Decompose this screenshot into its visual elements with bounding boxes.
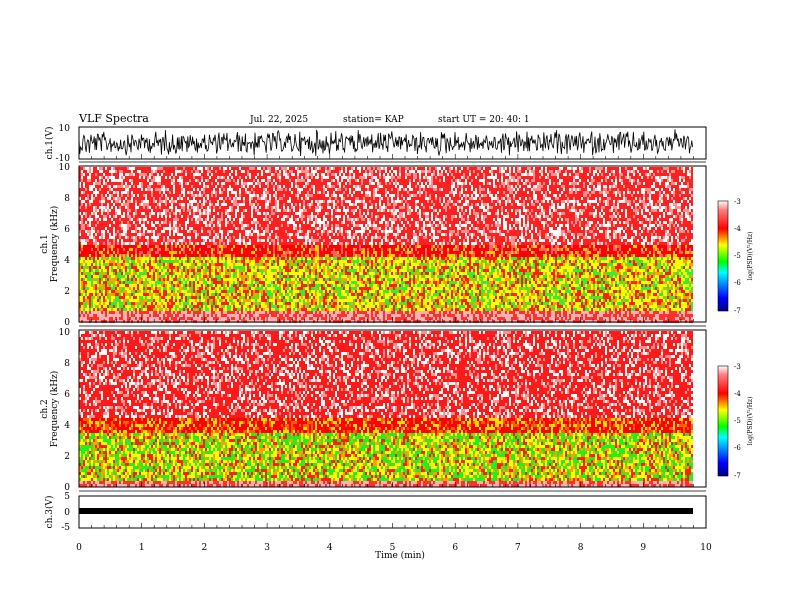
- ch1f-tick-2: 2: [64, 287, 70, 297]
- x-tick-9: 9: [640, 543, 646, 553]
- ch3v-tick-0: 0: [64, 508, 70, 518]
- colorbar-ch2: [717, 365, 729, 477]
- x-axis: [78, 154, 707, 528]
- cb2-tick-m7: -7: [734, 472, 741, 480]
- cb1-tick-m3: -3: [734, 198, 741, 206]
- x-tick-5: 5: [390, 543, 396, 553]
- ch1f-tick-8: 8: [64, 194, 70, 204]
- x-tick-7: 7: [515, 543, 521, 553]
- ch2f-tick-6: 6: [64, 390, 70, 400]
- spec1-cells: [79, 167, 693, 323]
- x-tick-8: 8: [578, 543, 584, 553]
- cb2-tick-m6: -6: [734, 444, 741, 452]
- ch1v-tick-top: 10: [59, 124, 71, 134]
- ch1-freq-label-a: ch.1: [40, 234, 50, 253]
- ch3v-tick-5: 5: [64, 492, 70, 502]
- x-tick-2: 2: [202, 543, 208, 553]
- ch2-freq-label-b: Frequency (kHz): [49, 371, 60, 448]
- start-time-label: start UT = 20: 40: 1: [438, 115, 530, 125]
- ch1v-tick-bottom: -10: [56, 154, 71, 164]
- cb1-label: log(PSD)(V²/Hz): [747, 232, 754, 281]
- colorbar-ch1: [717, 200, 729, 312]
- ch3v-tick-minus5: -5: [61, 523, 70, 533]
- date-label: Jul. 22, 2025: [249, 115, 308, 125]
- cb2-label: log(PSD)(V²/Hz): [747, 397, 754, 446]
- ch1f-tick-0: 0: [64, 318, 70, 328]
- ch1v-axis-label: ch.1(V): [44, 127, 55, 160]
- ch1-freq-label-b: Frequency (kHz): [49, 206, 60, 283]
- x-tick-0: 0: [76, 543, 82, 553]
- ch2f-tick-0: 0: [64, 483, 70, 493]
- cb1-tick-m7: -7: [734, 307, 741, 315]
- ch2-freq-label-a: ch.2: [40, 399, 50, 418]
- x-axis-label: Time (min): [375, 550, 425, 561]
- ch3-waveform-panel: [78, 495, 707, 529]
- ch2f-tick-4: 4: [64, 421, 70, 431]
- ch2f-tick-2: 2: [64, 452, 70, 462]
- station-label: station= KAP: [343, 115, 404, 125]
- ch2-spectrogram-panel: [78, 329, 707, 488]
- cb2-tick-m4: -4: [734, 390, 741, 398]
- x-tick-3: 3: [264, 543, 270, 553]
- figure-title: VLF Spectra: [78, 112, 149, 125]
- ch3-waveform-band: [79, 508, 693, 514]
- cb1-tick-m4: -4: [734, 225, 741, 233]
- cb2-tick-m5: -5: [734, 417, 741, 425]
- cb1-tick-m6: -6: [734, 279, 741, 287]
- x-tick-1: 1: [139, 543, 145, 553]
- ch1-spectrogram-panel: [78, 165, 707, 323]
- ch2f-tick-8: 8: [64, 359, 70, 369]
- x-tick-6: 6: [452, 543, 458, 553]
- cb1-tick-m5: -5: [734, 252, 741, 260]
- x-tick-4: 4: [327, 543, 333, 553]
- ch1f-tick-6: 6: [64, 225, 70, 235]
- spec2-cells: [79, 331, 693, 487]
- ch1f-tick-4: 4: [64, 256, 70, 266]
- ch1-waveform-panel: [78, 126, 707, 160]
- ch3v-axis-label: ch.3(V): [44, 496, 55, 529]
- cb2-tick-m3: -3: [734, 363, 741, 371]
- ch1f-tick-10: 10: [59, 163, 71, 173]
- ch1-waveform-line: [78, 129, 693, 157]
- x-tick-10: 10: [700, 543, 712, 553]
- ch2f-tick-10: 10: [59, 328, 71, 338]
